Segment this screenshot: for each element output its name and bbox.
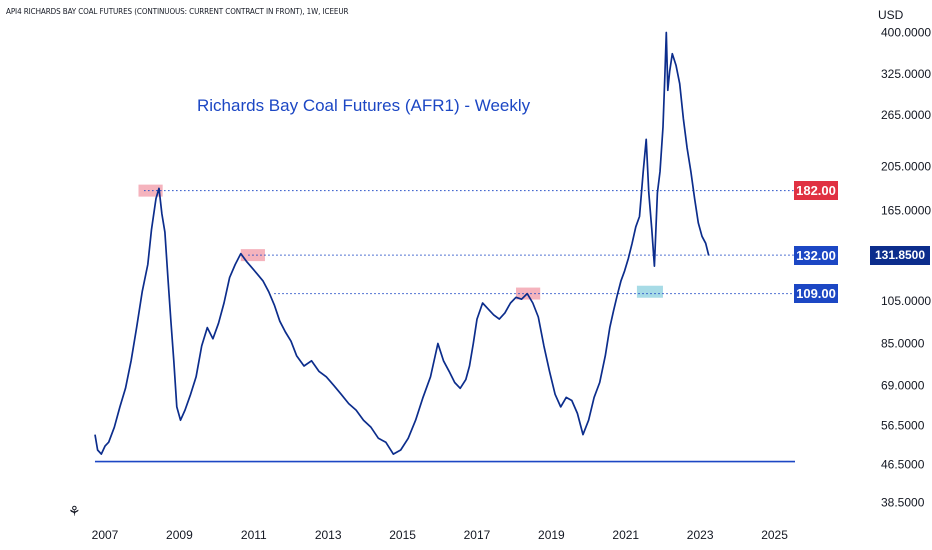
x-tick-label: 2021 (612, 528, 639, 542)
x-axis-ticks: 2007 2009 2011 2013 2015 2017 2019 2021 2023 2025 (92, 528, 789, 542)
currency-label: USD (878, 8, 904, 22)
x-tick-label: 2017 (464, 528, 491, 542)
x-tick-label: 2025 (761, 528, 788, 542)
y-tick-label: 205.0000 (881, 160, 931, 174)
x-tick-label: 2013 (315, 528, 342, 542)
x-tick-label: 2019 (538, 528, 565, 542)
y-tick-label: 69.0000 (881, 378, 925, 392)
level-tag[interactable]: 109.00 (794, 284, 838, 304)
y-tick-label: 265.0000 (881, 108, 931, 122)
chart-title: Richards Bay Coal Futures (AFR1) - Weekl… (197, 96, 531, 115)
y-tick-label: 165.0000 (881, 203, 931, 217)
level-tag[interactable]: 182.00 (794, 181, 838, 201)
highlight-bands (138, 184, 663, 300)
last-price-tag[interactable]: 131.8500 (870, 245, 930, 265)
x-tick-label: 2007 (92, 528, 119, 542)
y-tick-label: 105.0000 (881, 294, 931, 308)
y-tick-label: 38.5000 (881, 496, 925, 510)
x-tick-label: 2015 (389, 528, 416, 542)
tradingview-logo-icon[interactable]: ⚘ (68, 503, 81, 519)
x-tick-label: 2009 (166, 528, 193, 542)
x-tick-label: 2023 (687, 528, 714, 542)
level-tag[interactable]: 132.00 (794, 245, 838, 265)
symbol-header: API4 RICHARDS BAY COAL FUTURES (CONTINUO… (6, 7, 349, 16)
y-axis-ticks: 400.0000 325.0000 265.0000 205.0000 165.0000… (881, 26, 931, 510)
y-tick-label: 400.0000 (881, 26, 931, 40)
y-tick-label: 46.5000 (881, 458, 925, 472)
price-line[interactable] (94, 31, 710, 455)
y-tick-label: 56.5000 (881, 419, 925, 433)
x-tick-label: 2011 (241, 528, 267, 542)
y-tick-label: 325.0000 (881, 67, 931, 81)
y-tick-label: 85.0000 (881, 336, 925, 350)
horizontal-levels (144, 190, 795, 295)
highlight-box[interactable] (636, 285, 663, 298)
